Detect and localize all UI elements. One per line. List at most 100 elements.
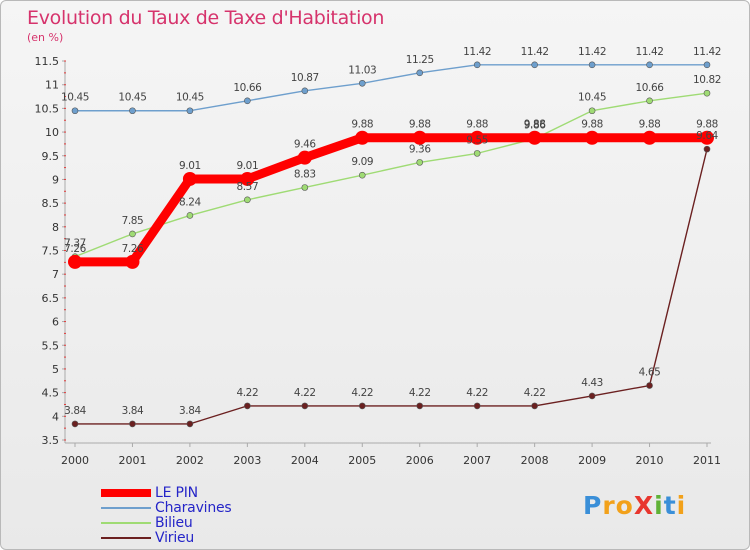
data-label-bilieu: 9.36 [409, 143, 431, 155]
x-tick-label: 2011 [693, 454, 721, 467]
series-line-charavines [74, 64, 708, 112]
data-point-charavines [244, 97, 251, 105]
data-label-virieu: 3.84 [179, 405, 201, 417]
y-tick-label: 7.5 [42, 245, 60, 258]
y-tick-label: 5.5 [42, 339, 60, 352]
data-point-virieu [129, 420, 136, 428]
data-label-virieu: 4.22 [294, 387, 316, 399]
x-tick-label: 2002 [176, 454, 204, 467]
legend-label-virieu: Virieu [155, 529, 195, 546]
x-tick-label: 2004 [291, 454, 319, 467]
legend-swatch-bilieu [101, 521, 151, 524]
data-label-bilieu: 9.86 [524, 120, 546, 132]
data-label-bilieu: 7.37 [64, 238, 86, 250]
logo-letter: X [633, 491, 655, 520]
y-tick-label: 8 [52, 221, 59, 234]
data-point-bilieu [703, 89, 711, 97]
x-tick-label: 2007 [463, 454, 491, 467]
data-point-le-pin [700, 130, 714, 145]
logo-letter: P [583, 491, 603, 520]
data-point-virieu [588, 392, 596, 400]
data-label-bilieu: 9.55 [466, 134, 488, 146]
x-tick-label: 2009 [578, 454, 606, 467]
chart-title: Evolution du Taux de Taxe d'Habitation [27, 7, 385, 29]
data-point-bilieu [473, 150, 481, 157]
data-label-charavines: 11.25 [406, 54, 434, 66]
logo-letter: t [663, 491, 677, 520]
y-tick-label: 5 [52, 363, 59, 376]
data-label-le-pin: 9.88 [524, 119, 546, 131]
x-tick-label: 2005 [348, 454, 376, 467]
data-point-le-pin [68, 254, 82, 269]
series-line-bilieu [74, 92, 708, 258]
data-point-charavines [646, 61, 653, 69]
data-label-le-pin: 7.26 [64, 243, 86, 255]
data-label-charavines: 11.42 [463, 46, 491, 58]
data-label-bilieu: 10.82 [693, 74, 721, 86]
data-label-le-pin: 9.88 [466, 119, 488, 131]
data-label-virieu: 9.64 [696, 130, 718, 142]
data-point-virieu [358, 402, 366, 410]
data-point-charavines [703, 61, 711, 69]
series-line-le-pin [70, 133, 712, 267]
data-point-le-pin [182, 171, 197, 186]
y-tick-label: 4.5 [42, 387, 60, 400]
data-label-le-pin: 9.46 [294, 139, 316, 151]
data-point-virieu [244, 402, 251, 410]
x-tick-label: 2000 [61, 454, 89, 467]
data-point-le-pin [297, 150, 312, 165]
y-tick-label: 8.5 [42, 197, 60, 210]
data-label-bilieu: 8.83 [294, 168, 316, 180]
data-label-le-pin: 7.26 [122, 243, 144, 255]
legend-label-bilieu: Bilieu [155, 514, 193, 531]
data-label-virieu: 4.22 [524, 387, 546, 399]
chart-legend: LE PIN Charavines Bilieu Virieu [101, 484, 232, 546]
data-point-bilieu [588, 107, 596, 115]
data-label-virieu: 3.84 [122, 405, 144, 417]
data-label-virieu: 4.65 [639, 367, 661, 379]
data-point-charavines [416, 69, 424, 77]
legend-item-bilieu: Bilieu [101, 514, 232, 531]
logo-letter: o [615, 491, 634, 520]
data-point-virieu [646, 382, 653, 389]
data-label-le-pin: 9.01 [236, 160, 258, 172]
legend-label-charavines: Charavines [155, 499, 232, 516]
data-point-charavines [473, 61, 481, 69]
legend-item-virieu: Virieu [101, 529, 232, 546]
data-label-charavines: 11.03 [348, 64, 376, 76]
x-tick-label: 2010 [636, 454, 664, 467]
data-point-virieu [186, 420, 194, 428]
y-tick-label: 9.5 [42, 150, 60, 163]
data-point-bilieu [358, 171, 366, 179]
data-label-virieu: 4.22 [466, 387, 488, 399]
data-point-virieu [416, 402, 424, 410]
data-point-bilieu [129, 230, 136, 238]
data-point-le-pin [412, 130, 427, 145]
data-point-charavines [358, 79, 366, 87]
data-label-le-pin: 9.88 [581, 119, 603, 131]
y-tick-label: 3.5 [42, 434, 60, 447]
data-point-le-pin [527, 130, 542, 145]
data-point-bilieu [301, 184, 309, 191]
data-point-charavines [186, 107, 194, 115]
data-label-bilieu: 10.66 [636, 82, 665, 94]
legend-swatch-virieu [101, 536, 151, 539]
data-point-bilieu [186, 212, 194, 219]
legend-label-le-pin: LE PIN [155, 484, 198, 501]
data-label-le-pin: 9.88 [696, 119, 718, 131]
unit-label: (en %) [27, 31, 64, 44]
data-label-charavines: 11.42 [578, 46, 606, 58]
data-point-le-pin [642, 130, 657, 145]
data-label-le-pin: 9.88 [409, 119, 431, 131]
x-tick-label: 2003 [233, 454, 261, 467]
legend-item-le-pin: LE PIN [101, 484, 232, 501]
data-label-virieu: 3.84 [64, 405, 86, 417]
data-point-charavines [129, 107, 136, 115]
y-tick-label: 9 [52, 173, 59, 186]
data-point-bilieu [244, 196, 251, 204]
data-label-charavines: 11.42 [521, 46, 549, 58]
data-label-charavines: 10.45 [118, 92, 146, 104]
legend-swatch-le-pin [101, 488, 151, 497]
